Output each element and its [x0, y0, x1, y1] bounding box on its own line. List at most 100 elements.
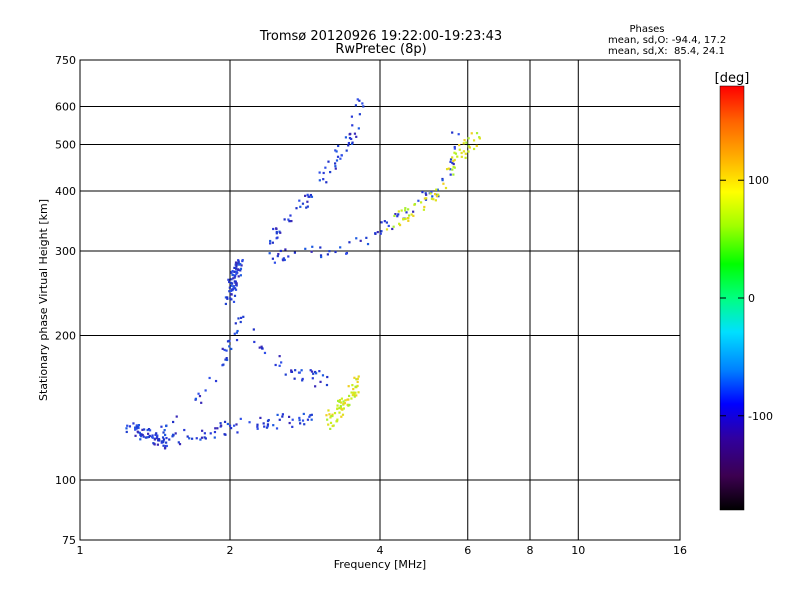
data-point: [351, 124, 354, 127]
x-tick-label: 1: [77, 544, 84, 557]
data-point: [161, 436, 165, 439]
data-point: [228, 290, 231, 293]
data-point: [464, 156, 467, 159]
data-point: [284, 373, 287, 376]
y-axis-ticks: 75 100 200 300 400 500 600 750: [55, 54, 76, 547]
data-point: [314, 385, 317, 388]
data-point: [284, 248, 287, 251]
data-point: [136, 430, 139, 433]
data-point: [165, 441, 168, 444]
data-point: [220, 424, 223, 427]
data-point: [239, 267, 243, 270]
data-point: [160, 441, 163, 444]
data-point: [351, 141, 354, 144]
data-point: [340, 408, 343, 411]
data-point: [294, 369, 297, 372]
data-point: [233, 332, 236, 335]
data-point: [441, 179, 444, 182]
data-point: [239, 263, 242, 266]
data-point: [391, 227, 394, 231]
data-point: [248, 421, 251, 424]
data-point: [177, 441, 180, 444]
data-point: [397, 210, 400, 213]
data-point: [224, 302, 227, 306]
data-point: [351, 384, 354, 387]
data-point: [232, 285, 235, 288]
data-point: [437, 193, 440, 196]
data-point: [355, 394, 358, 397]
data-point: [299, 205, 302, 208]
data-point: [467, 137, 470, 140]
data-point: [224, 358, 227, 361]
data-point: [232, 277, 235, 280]
data-point: [152, 442, 155, 445]
data-point: [139, 438, 142, 441]
data-point: [256, 423, 259, 426]
data-point: [352, 387, 355, 391]
data-point: [223, 348, 226, 352]
data-point: [452, 162, 455, 166]
data-point: [283, 218, 286, 221]
data-point: [358, 99, 361, 102]
data-point: [183, 428, 186, 432]
x-tick-label: 10: [571, 544, 585, 557]
data-point: [299, 422, 302, 425]
data-point: [213, 430, 217, 434]
data-point: [310, 413, 313, 416]
data-point: [271, 257, 274, 260]
data-point: [342, 402, 345, 405]
data-point: [327, 409, 330, 412]
data-point: [230, 271, 233, 274]
data-point: [147, 432, 150, 435]
data-point: [412, 214, 415, 217]
data-point: [353, 376, 356, 379]
data-point: [235, 284, 238, 287]
data-point: [464, 152, 467, 155]
data-point: [234, 274, 237, 278]
data-point: [287, 255, 290, 258]
data-point: [404, 207, 407, 210]
data-point: [236, 268, 240, 271]
data-point: [434, 192, 437, 196]
data-point: [430, 191, 433, 194]
data-point: [178, 443, 182, 446]
data-point: [410, 213, 413, 216]
data-point: [151, 434, 154, 437]
data-point: [228, 280, 231, 284]
data-point: [147, 428, 151, 431]
y-tick-label: 100: [55, 474, 76, 487]
data-point: [266, 425, 269, 428]
data-point: [168, 438, 171, 441]
data-point: [162, 431, 165, 434]
y-axis-label: Stationary phase Virtual Height [km]: [37, 199, 50, 401]
data-point: [330, 414, 333, 418]
data-point: [239, 320, 242, 324]
data-point: [338, 411, 341, 414]
data-point: [233, 270, 237, 273]
phase-line-x: mean, sd,X: 85.4, 24.1: [608, 46, 725, 57]
data-point: [276, 413, 279, 417]
data-point: [208, 376, 211, 380]
data-point: [224, 296, 228, 299]
data-point: [233, 280, 236, 283]
data-point: [425, 193, 428, 196]
data-point: [347, 385, 350, 388]
data-point: [345, 149, 348, 152]
data-point: [449, 168, 452, 171]
data-point: [280, 361, 283, 364]
y-tick-label: 200: [55, 330, 76, 343]
data-point: [329, 421, 333, 424]
data-point: [338, 399, 342, 402]
chart-title: Tromsø 20120926 19:22:00-19:23:43: [259, 29, 502, 44]
data-point: [132, 422, 135, 425]
data-point: [376, 230, 379, 234]
data-point: [326, 375, 329, 379]
data-point: [148, 429, 152, 432]
data-point: [239, 417, 242, 420]
chart-subtitle: RwPretec (8p): [335, 42, 426, 57]
phase-line-o: mean, sd,O: -94.4, 17.2: [608, 35, 726, 46]
data-point: [357, 127, 360, 130]
data-point: [228, 340, 231, 343]
data-point: [236, 262, 240, 265]
